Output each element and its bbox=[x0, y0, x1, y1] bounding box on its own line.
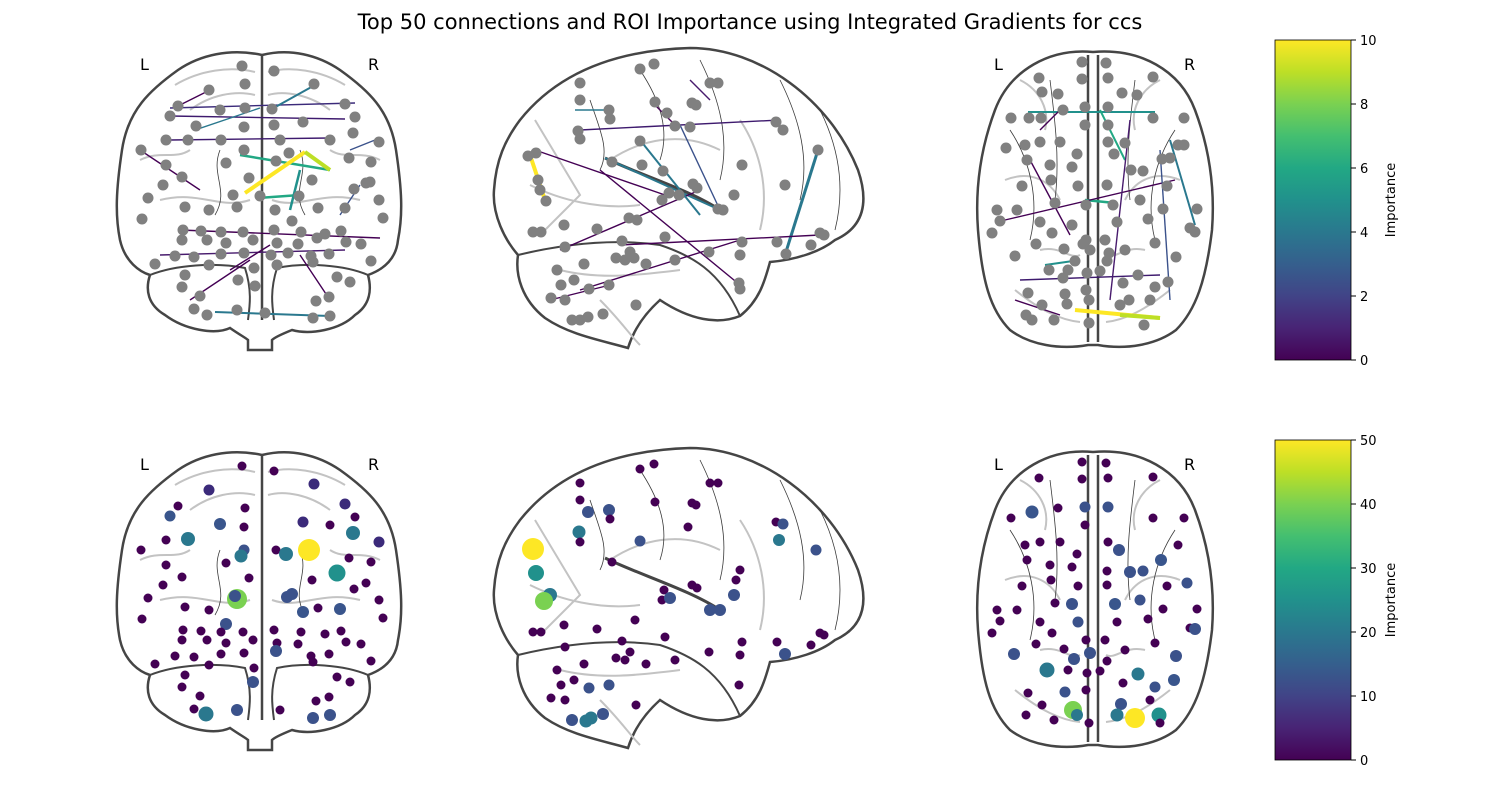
roi-markers bbox=[987, 457, 1202, 728]
colorbar-tick-label: 0 bbox=[1360, 354, 1368, 369]
colorbar-ticks bbox=[1351, 39, 1356, 361]
roi-nodes bbox=[522, 58, 830, 326]
colorbar-tick-label: 8 bbox=[1360, 98, 1368, 113]
figure-title: Top 50 connections and ROI Importance us… bbox=[357, 10, 1143, 34]
roi-axial-view: L R bbox=[975, 450, 1215, 749]
colorbar-tick-label: 2 bbox=[1360, 290, 1368, 305]
colorbar-tick-label: 4 bbox=[1360, 226, 1368, 241]
coronal-right-label: R bbox=[368, 55, 379, 74]
colorbar-label: Importance bbox=[1384, 563, 1399, 638]
roi-sagittal-view bbox=[492, 446, 865, 750]
colorbar-tick-label: 50 bbox=[1360, 434, 1377, 449]
coronal-left-label: L bbox=[140, 55, 149, 74]
connectome-coronal-view: L R bbox=[115, 51, 403, 352]
colorbar-tick-label: 40 bbox=[1360, 498, 1377, 513]
colorbar-label: Importance bbox=[1384, 163, 1399, 238]
roi-importance-colorbar: 0 10 20 30 40 50 Importance bbox=[1274, 434, 1399, 769]
axial-left-label: L bbox=[994, 55, 1003, 74]
coronal-right-label: R bbox=[368, 455, 379, 474]
roi-nodes bbox=[986, 56, 1203, 331]
colorbar-tick-label: 6 bbox=[1360, 162, 1368, 177]
connectome-panel: L R bbox=[115, 34, 1399, 369]
roi-markers bbox=[136, 461, 388, 724]
connectome-sagittal-view bbox=[492, 46, 865, 350]
roi-nodes bbox=[135, 60, 389, 324]
colorbar-ticks bbox=[1351, 439, 1356, 761]
colorbar-tick-label: 10 bbox=[1360, 34, 1377, 49]
axial-right-label: R bbox=[1184, 55, 1195, 74]
colorbar-tick-label: 20 bbox=[1360, 626, 1377, 641]
connectome-axial-view: L R bbox=[975, 50, 1215, 349]
axial-right-label: R bbox=[1184, 455, 1195, 474]
connection-edges bbox=[1004, 109, 1196, 320]
roi-markers bbox=[522, 459, 829, 728]
axial-left-label: L bbox=[994, 455, 1003, 474]
colorbar-tick-label: 10 bbox=[1360, 690, 1377, 705]
roi-importance-panel: L R bbox=[115, 434, 1399, 769]
colorbar-tick-label: 0 bbox=[1360, 754, 1368, 769]
coronal-left-label: L bbox=[140, 455, 149, 474]
colorbar-tick-label: 30 bbox=[1360, 562, 1377, 577]
connectome-colorbar: 0 2 4 6 8 10 Importance bbox=[1274, 34, 1399, 369]
connection-edges bbox=[528, 79, 821, 301]
roi-coronal-view: L R bbox=[115, 451, 403, 752]
